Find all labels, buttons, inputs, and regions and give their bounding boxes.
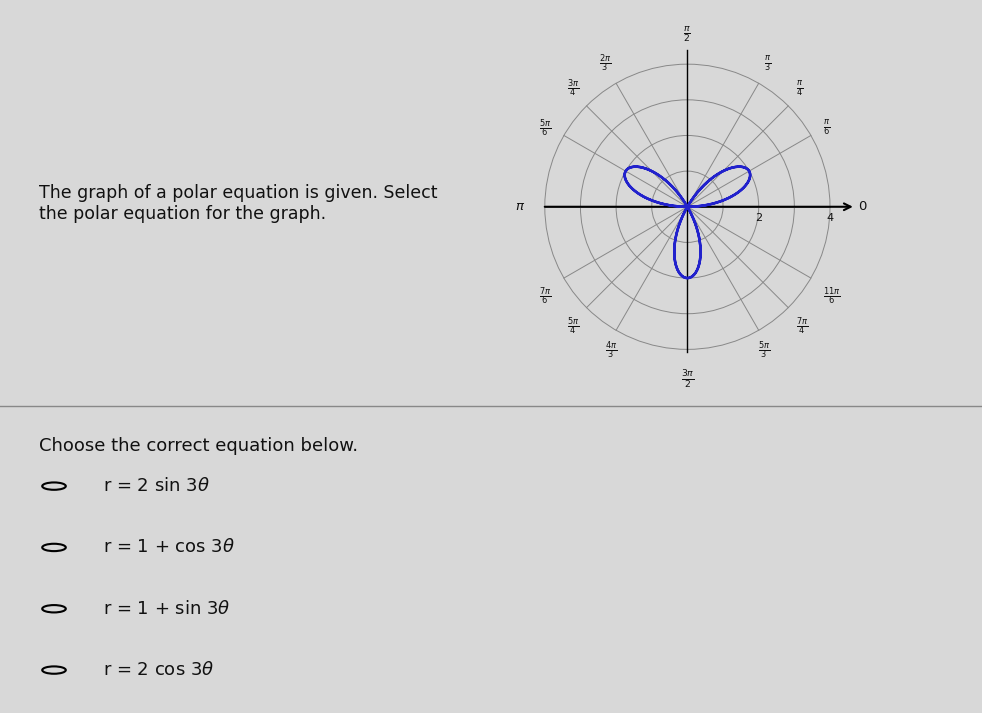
Text: $\frac{2\pi}{3}$: $\frac{2\pi}{3}$ <box>599 53 611 74</box>
Text: $\pi$: $\pi$ <box>515 200 524 213</box>
Text: $\frac{4\pi}{3}$: $\frac{4\pi}{3}$ <box>605 339 617 361</box>
Text: r = 2 cos 3$\theta$: r = 2 cos 3$\theta$ <box>103 661 214 679</box>
Text: $\frac{5\pi}{3}$: $\frac{5\pi}{3}$ <box>758 339 770 361</box>
Text: r = 2 sin 3$\theta$: r = 2 sin 3$\theta$ <box>103 477 210 495</box>
Text: $\frac{11\pi}{6}$: $\frac{11\pi}{6}$ <box>823 285 841 307</box>
Text: $\frac{\pi}{2}$: $\frac{\pi}{2}$ <box>683 25 691 44</box>
Text: The graph of a polar equation is given. Select
the polar equation for the graph.: The graph of a polar equation is given. … <box>39 184 438 222</box>
Text: r = 1 + cos 3$\theta$: r = 1 + cos 3$\theta$ <box>103 538 235 556</box>
Text: $\frac{\pi}{4}$: $\frac{\pi}{4}$ <box>795 79 803 98</box>
Text: Choose the correct equation below.: Choose the correct equation below. <box>39 437 358 455</box>
Text: 2: 2 <box>755 213 762 223</box>
Text: $\frac{5\pi}{6}$: $\frac{5\pi}{6}$ <box>539 118 552 139</box>
Text: 4: 4 <box>827 213 834 223</box>
Text: $\frac{7\pi}{6}$: $\frac{7\pi}{6}$ <box>539 285 552 307</box>
Text: $\frac{7\pi}{4}$: $\frac{7\pi}{4}$ <box>795 315 808 337</box>
Text: 0: 0 <box>858 200 867 213</box>
Text: $\frac{\pi}{6}$: $\frac{\pi}{6}$ <box>823 119 830 138</box>
Text: $\frac{3\pi}{2}$: $\frac{3\pi}{2}$ <box>681 369 694 391</box>
Text: $\frac{3\pi}{4}$: $\frac{3\pi}{4}$ <box>567 77 579 98</box>
Text: $\frac{\pi}{3}$: $\frac{\pi}{3}$ <box>764 55 771 74</box>
Text: r = 1 + sin 3$\theta$: r = 1 + sin 3$\theta$ <box>103 600 231 617</box>
Text: $\frac{5\pi}{4}$: $\frac{5\pi}{4}$ <box>567 315 579 337</box>
